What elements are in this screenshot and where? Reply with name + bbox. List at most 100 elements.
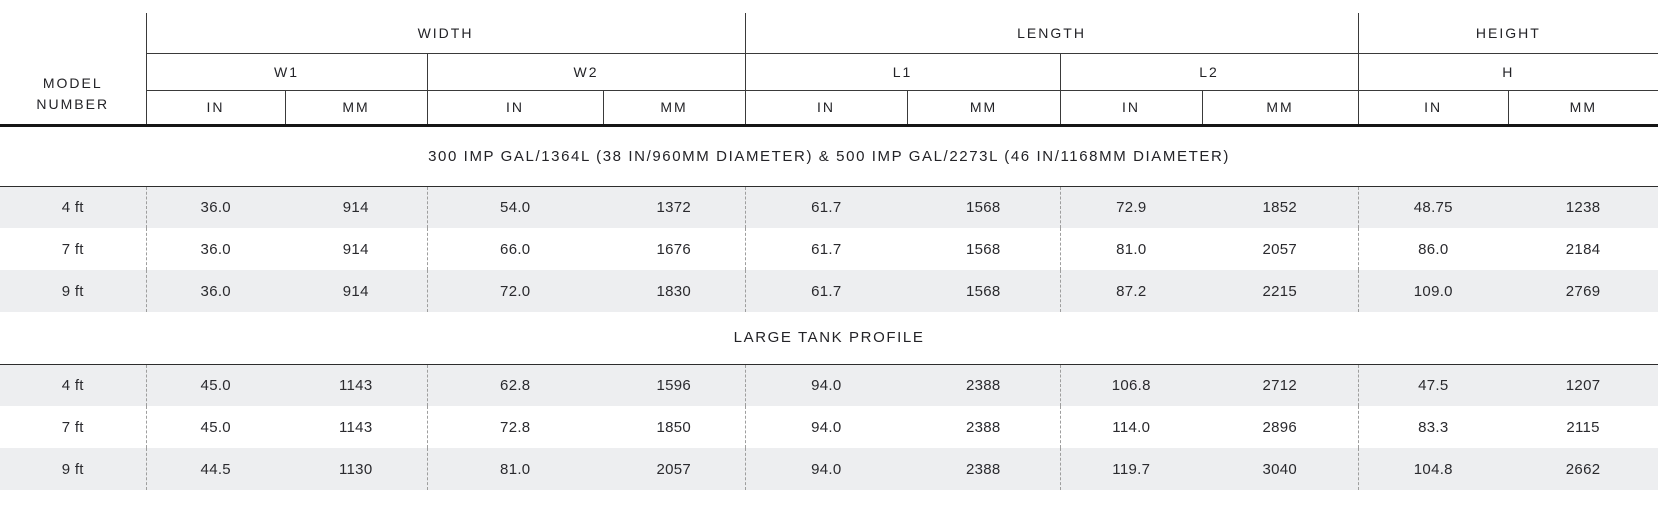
value-cell: 2388 (907, 363, 1061, 406)
table-header: MODEL NUMBER WIDTH LENGTH HEIGHT W1 W2 L… (0, 13, 1659, 127)
value-cell: 1143 (339, 418, 373, 436)
dimensions-table: MODEL NUMBER WIDTH LENGTH HEIGHT W1 W2 L… (0, 13, 1659, 490)
header-units-row: IN MM IN MM IN MM IN MM IN MM (0, 90, 1659, 127)
w2-mm-header: MM (602, 90, 746, 127)
h-mm-header: MM (1507, 90, 1659, 127)
value-cell: 2215 (1202, 270, 1359, 312)
value-cell: 2769 (1508, 270, 1659, 312)
value-cell: 2896 (1262, 418, 1298, 436)
section-title: 300 IMP GAL/1364L (38 IN/960MM DIAMETER)… (428, 147, 1230, 165)
value-cell: 2712 (1202, 363, 1359, 406)
w2-header: W2 (426, 53, 746, 91)
value-cell: 1130 (285, 448, 427, 490)
value-cell: 1830 (603, 270, 746, 312)
l2-header: L2 (1059, 53, 1359, 91)
value-cell: 72.9 (1059, 185, 1203, 228)
section-title-row: LARGE TANK PROFILE (0, 312, 1658, 364)
value-cell: 36.0 (145, 228, 285, 270)
value-cell: 914 (285, 185, 427, 228)
l1-in-header: IN (744, 90, 908, 127)
value-cell: 914 (285, 270, 427, 312)
value-cell: 2115 (1566, 418, 1600, 436)
length-group-header: LENGTH (744, 13, 1359, 54)
w1-in-header: IN (146, 90, 285, 127)
value-cell: 2388 (965, 418, 1001, 436)
value-cell: 62.8 (426, 363, 603, 406)
value-cell: 54.0 (426, 185, 603, 228)
l2-mm-header: MM (1201, 90, 1359, 127)
value-cell: 87.2 (1059, 270, 1203, 312)
value-cell: 1850 (656, 418, 692, 436)
l1-mm-header: MM (906, 90, 1061, 127)
value-cell: 1568 (907, 185, 1061, 228)
value-cell: 66.0 (426, 228, 603, 270)
value-cell: 36.0 (145, 185, 285, 228)
table-body: 300 IMP GAL/1364L (38 IN/960MM DIAMETER)… (0, 125, 1659, 490)
value-cell: 119.7 (1059, 448, 1203, 490)
value-cell: 2057 (603, 448, 746, 490)
value-cell: 1143 (285, 363, 427, 406)
model-cell: 7 ft (61, 418, 84, 436)
value-cell: 47.5 (1357, 363, 1509, 406)
value-cell: 1372 (603, 185, 746, 228)
value-cell: 86.0 (1357, 228, 1509, 270)
value-cell: 109.0 (1357, 270, 1509, 312)
model-cell: 7 ft (61, 240, 84, 258)
model-cell: 4 ft (0, 185, 146, 228)
model-cell: 9 ft (0, 270, 146, 312)
value-cell: 94.0 (744, 363, 908, 406)
value-cell: 1568 (907, 270, 1061, 312)
w1-header: W1 (146, 53, 427, 91)
value-cell: 81.0 (426, 448, 603, 490)
table-row: 9 ft 36.0 914 72.0 1830 61.7 1568 87.2 2… (0, 270, 1659, 312)
value-cell: 2388 (907, 448, 1061, 490)
header-subgroup-row: W1 W2 L1 L2 H (0, 53, 1659, 91)
h-in-header: IN (1357, 90, 1509, 127)
value-cell: 61.7 (744, 228, 908, 270)
model-cell: 4 ft (0, 363, 146, 406)
model-cell: 9 ft (0, 448, 146, 490)
value-cell: 1568 (965, 240, 1001, 258)
value-cell: 44.5 (145, 448, 285, 490)
section-title: LARGE TANK PROFILE (733, 329, 925, 347)
value-cell: 104.8 (1357, 448, 1509, 490)
model-number-header: MODEL NUMBER (0, 13, 147, 127)
value-cell: 45.0 (145, 363, 285, 406)
value-cell: 2057 (1262, 240, 1298, 258)
value-cell: 94.0 (744, 406, 908, 448)
model-number-label: MODEL NUMBER (36, 74, 110, 112)
l2-in-header: IN (1059, 90, 1203, 127)
table-row: 9 ft 44.5 1130 81.0 2057 94.0 2388 119.7… (0, 448, 1659, 490)
table-row: 4 ft 45.0 1143 62.8 1596 94.0 2388 106.8… (0, 363, 1659, 406)
w1-mm-header: MM (284, 90, 427, 127)
height-group-header: HEIGHT (1357, 13, 1659, 54)
width-group-header: WIDTH (145, 13, 746, 54)
h-header: H (1357, 53, 1659, 91)
value-cell: 1238 (1508, 185, 1659, 228)
value-cell: 61.7 (744, 270, 908, 312)
value-cell: 48.75 (1357, 185, 1509, 228)
value-cell: 1596 (603, 363, 746, 406)
value-cell: 914 (342, 240, 369, 258)
table-row: 7 ft 36.0 914 66.0 1676 61.7 1568 81.0 2… (0, 228, 1658, 270)
value-cell: 36.0 (145, 270, 285, 312)
value-cell: 83.3 (1357, 406, 1509, 448)
l1-header: L1 (744, 53, 1061, 91)
value-cell: 61.7 (744, 185, 908, 228)
table-row: 7 ft 45.0 1143 72.8 1850 94.0 2388 114.0… (0, 406, 1658, 448)
value-cell: 81.0 (1059, 228, 1203, 270)
value-cell: 1852 (1202, 185, 1359, 228)
value-cell: 106.8 (1059, 363, 1203, 406)
value-cell: 1676 (656, 240, 692, 258)
value-cell: 2662 (1508, 448, 1659, 490)
value-cell: 72.0 (426, 270, 603, 312)
value-cell: 3040 (1202, 448, 1359, 490)
section-title-row: 300 IMP GAL/1364L (38 IN/960MM DIAMETER)… (0, 125, 1658, 186)
value-cell: 2184 (1565, 240, 1601, 258)
header-group-row: MODEL NUMBER WIDTH LENGTH HEIGHT (0, 13, 1659, 127)
value-cell: 114.0 (1059, 406, 1203, 448)
value-cell: 45.0 (145, 406, 285, 448)
w2-in-header: IN (426, 90, 603, 127)
table-row: 4 ft 36.0 914 54.0 1372 61.7 1568 72.9 1… (0, 185, 1659, 228)
